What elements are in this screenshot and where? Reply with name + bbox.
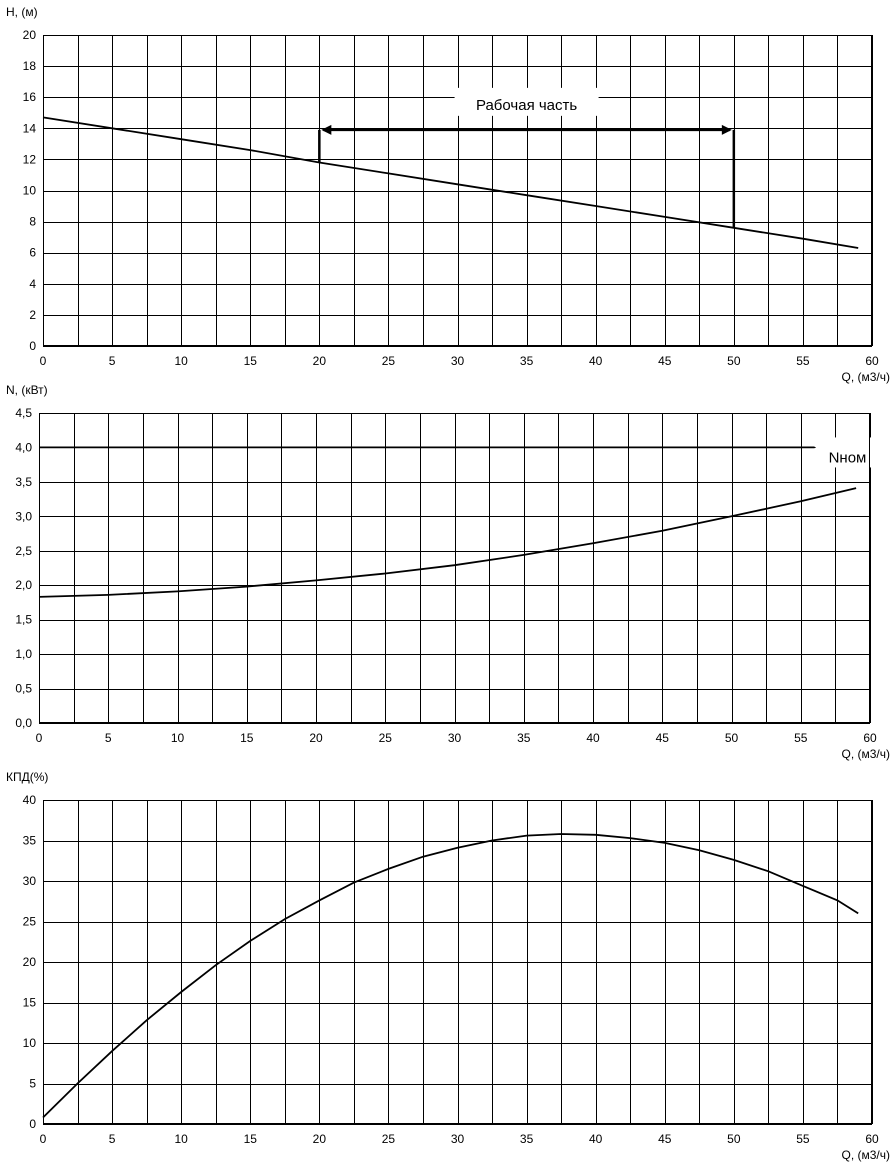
y-tick-label: 1,0	[15, 647, 32, 661]
y-tick-label: 30	[23, 874, 37, 888]
x-tick-label: 45	[658, 1132, 672, 1146]
x-tick-label: 0	[40, 354, 47, 368]
y-tick-label: 4,0	[15, 440, 32, 454]
y-tick-label: 15	[23, 996, 37, 1010]
y-tick-label: 5	[29, 1077, 36, 1091]
y-tick-label: 0,0	[15, 716, 32, 730]
y-tick-label: 18	[23, 59, 37, 73]
y-tick-label: 8	[29, 215, 36, 229]
head-curve	[42, 116, 859, 249]
y-tick-label: 40	[23, 793, 37, 807]
x-tick-label: 5	[105, 731, 112, 745]
x-tick-label: 40	[589, 1132, 603, 1146]
x-tick-label: 20	[309, 731, 323, 745]
working-range-arrow-right-head	[721, 124, 732, 135]
x-tick-label: 15	[240, 731, 254, 745]
x-tick-label: 55	[794, 731, 808, 745]
x-tick-label: 45	[656, 731, 670, 745]
y-tick-label: 4	[29, 277, 36, 291]
x-tick-label: 15	[244, 1132, 258, 1146]
y-tick-label: 4,5	[15, 406, 32, 420]
y-tick-label: 20	[23, 28, 37, 42]
series-label: Nном	[829, 449, 867, 466]
x-tick-label: 40	[589, 354, 603, 368]
x-tick-label: 30	[448, 731, 462, 745]
y-tick-label: 35	[23, 834, 37, 848]
working-range-label: Рабочая часть	[476, 97, 577, 114]
x-tick-label: 35	[520, 354, 534, 368]
x-axis-label: Q, (м3/ч)	[841, 747, 890, 761]
y-tick-label: 3,5	[15, 475, 32, 489]
y-tick-label: 20	[23, 955, 37, 969]
working-range-label-bg	[454, 87, 599, 116]
x-tick-label: 50	[727, 1132, 741, 1146]
x-tick-label: 55	[796, 1132, 810, 1146]
y-tick-label: 16	[23, 90, 37, 104]
y-tick-label: 10	[23, 1036, 37, 1050]
head-chart: 0 2 4 6 8 10 12 14 16 18 20 0 5 10 15 20 25 30 35 40 45 50 55 6…	[6, 5, 890, 384]
y-tick-label: 10	[23, 184, 37, 198]
y-tick-label: 0	[29, 1117, 36, 1131]
y-tick-label: 0	[29, 339, 36, 353]
working-range-annotation: Рабочая часть	[318, 87, 736, 228]
plot-frame	[43, 800, 872, 1124]
x-tick-label: 15	[244, 354, 258, 368]
x-tick-label: 50	[725, 731, 739, 745]
x-tick-label: 10	[174, 1132, 188, 1146]
y-tick-label: 25	[23, 915, 37, 929]
plot-frame	[43, 35, 872, 346]
x-tick-label: 0	[40, 1132, 47, 1146]
x-tick-label: 45	[658, 354, 672, 368]
power-chart: 0,0 0,5 1,0 1,5 2,0 2,5 3,0 3,5 4,0 4,5 0 5 10 15 20 25…	[6, 383, 890, 761]
x-tick-label: 60	[863, 731, 877, 745]
y-tick-label: 6	[29, 246, 36, 260]
efficiency-curve	[42, 833, 859, 1119]
x-tick-label: 50	[727, 354, 741, 368]
y-tick-label: 0,5	[15, 682, 32, 696]
x-axis-label: Q, (м3/ч)	[841, 370, 890, 384]
x-tick-label: 35	[517, 731, 531, 745]
x-tick-label: 0	[36, 731, 43, 745]
efficiency-chart: 0 5 10 15 20 25 30 35 40 0 5 10 15 20 25 30 35 40 45 50 55 60…	[6, 770, 890, 1162]
series-label-bg	[815, 437, 874, 468]
y-axis-label: N, (кВт)	[6, 383, 48, 397]
power-curve	[38, 487, 857, 598]
x-tick-label: 60	[865, 354, 879, 368]
x-tick-label: 5	[109, 354, 116, 368]
x-tick-label: 30	[451, 1132, 465, 1146]
x-tick-label: 35	[520, 1132, 534, 1146]
x-tick-label: 25	[382, 354, 396, 368]
y-tick-label: 2,0	[15, 578, 32, 592]
y-tick-label: 12	[23, 152, 37, 166]
y-tick-label: 14	[23, 121, 37, 135]
y-tick-label: 2,5	[15, 544, 32, 558]
y-tick-label: 3,0	[15, 509, 32, 523]
y-axis-label: H, (м)	[6, 5, 38, 19]
y-tick-label: 2	[29, 308, 36, 322]
plot-frame	[39, 413, 870, 723]
y-tick-label: 1,5	[15, 613, 32, 627]
x-tick-label: 30	[451, 354, 465, 368]
x-tick-label: 25	[382, 1132, 396, 1146]
x-tick-label: 20	[313, 354, 327, 368]
x-tick-label: 20	[313, 1132, 327, 1146]
x-tick-label: 10	[174, 354, 188, 368]
x-tick-label: 5	[109, 1132, 116, 1146]
x-tick-label: 10	[171, 731, 185, 745]
x-tick-label: 25	[379, 731, 393, 745]
working-range-arrow-left-head	[321, 124, 332, 135]
x-tick-label: 55	[796, 354, 810, 368]
x-tick-label: 40	[586, 731, 600, 745]
y-axis-label: КПД(%)	[6, 770, 48, 784]
x-axis-label: Q, (м3/ч)	[841, 1148, 890, 1162]
x-tick-label: 60	[865, 1132, 879, 1146]
